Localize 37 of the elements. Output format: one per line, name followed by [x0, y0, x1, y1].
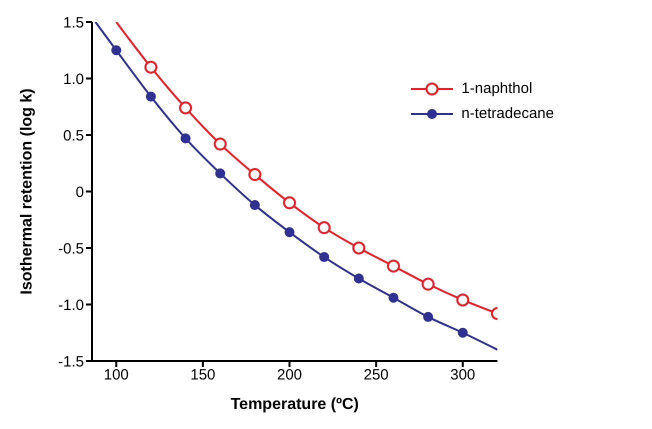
- y-tick-label: -1.5: [58, 353, 84, 370]
- point: [422, 278, 435, 291]
- point: [456, 293, 470, 306]
- point: [354, 274, 364, 284]
- y-tick-label: 1.5: [63, 14, 84, 32]
- point: [250, 200, 260, 210]
- y-tick-label: -1.0: [58, 296, 84, 314]
- x-tick-label: 300: [450, 366, 476, 384]
- y-axis-title: Isothermal retention (log k): [18, 88, 36, 295]
- x-tick-label: 100: [104, 366, 129, 384]
- point: [386, 260, 400, 273]
- x-tick-label: 150: [190, 366, 216, 384]
- y-tick-label: 1.0: [63, 70, 84, 88]
- point: [248, 168, 262, 182]
- point: [144, 60, 158, 74]
- point: [284, 227, 295, 238]
- point: [146, 92, 156, 102]
- point: [352, 242, 366, 254]
- y-tick-label: -0.5: [58, 240, 84, 258]
- point: [111, 45, 122, 56]
- point: [179, 101, 192, 114]
- point: [458, 328, 468, 338]
- point: [318, 221, 331, 234]
- x-axis-title: Temperature (ºC): [230, 396, 359, 413]
- y-tick-label: 0: [76, 184, 84, 201]
- legend-label: n-tetradecane: [461, 105, 554, 122]
- point: [423, 312, 434, 322]
- legend-label: 1-naphthol: [461, 80, 532, 97]
- point: [283, 196, 296, 210]
- point: [180, 133, 191, 144]
- point: [214, 138, 227, 151]
- x-tick-label: 200: [277, 366, 302, 384]
- x-tick-label: 250: [364, 366, 389, 384]
- y-tick-label: 0.5: [63, 127, 84, 144]
- point: [215, 168, 226, 178]
- point: [319, 252, 330, 262]
- point: [388, 292, 398, 303]
